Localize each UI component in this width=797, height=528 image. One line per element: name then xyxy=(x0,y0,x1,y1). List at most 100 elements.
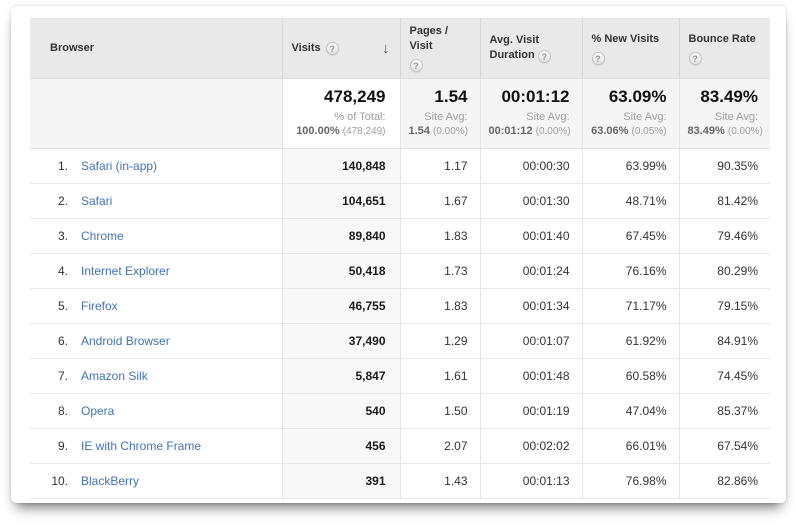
browser-cell: 1. Safari (in-app) xyxy=(30,148,282,184)
column-header-label: Avg. Visit Duration xyxy=(489,34,540,61)
pct-new-visits-cell: 61.92% xyxy=(581,323,679,359)
avg-visit-duration-cell: 00:01:40 xyxy=(479,218,582,254)
site-avg-value: 83.49% xyxy=(700,87,758,106)
site-avg-value: 00:01:12 xyxy=(501,87,570,106)
pages-per-visit-cell: 1.67 xyxy=(399,183,480,219)
table-row: 9. IE with Chrome Frame 456 2.07 00:02:02… xyxy=(30,428,770,464)
site-avg-paren: (0.05%) xyxy=(631,126,667,137)
avg-visit-duration-cell: 00:01:13 xyxy=(479,463,582,499)
pages-per-visit-cell: 1.43 xyxy=(399,463,480,499)
total-visits-value: 478,249 xyxy=(324,87,386,106)
browser-cell: 10. BlackBerry xyxy=(30,463,282,499)
help-icon[interactable]: ? xyxy=(537,50,551,63)
column-header-label: Pages / Visit xyxy=(409,25,449,52)
total-visits-subvalue: 100.00% xyxy=(296,125,340,137)
visits-cell: 540 xyxy=(281,393,400,429)
pages-per-visit-cell: 1.61 xyxy=(399,358,480,394)
browser-link[interactable]: IE with Chrome Frame xyxy=(81,439,202,453)
site-avg-paren: (0.00%) xyxy=(727,126,763,137)
sort-descending-icon[interactable]: ↓ xyxy=(382,39,390,57)
browser-link[interactable]: Chrome xyxy=(81,229,124,243)
avg-visit-duration-cell: 00:01:30 xyxy=(479,183,582,219)
row-index: 2. xyxy=(57,194,68,208)
visits-cell: 89,840 xyxy=(281,218,400,254)
avg-visit-duration-cell: 00:01:34 xyxy=(479,288,582,324)
bounce-rate-cell: 81.42% xyxy=(678,183,770,219)
bounce-rate-cell: 90.35% xyxy=(678,148,770,184)
browser-link[interactable]: Android Browser xyxy=(81,334,170,348)
browser-cell: 4. Internet Explorer xyxy=(30,253,282,289)
pages-per-visit-cell: 1.50 xyxy=(399,393,480,429)
browser-link[interactable]: Safari (in-app) xyxy=(81,159,158,173)
help-icon[interactable]: ? xyxy=(325,41,339,55)
site-avg-value: 1.54 xyxy=(434,87,468,106)
row-index: 1. xyxy=(57,159,68,173)
pct-new-visits-cell: 63.99% xyxy=(581,148,679,184)
bounce-rate-cell: 82.86% xyxy=(678,463,770,499)
bounce-rate-cell: 84.91% xyxy=(678,323,770,359)
help-icon[interactable]: ? xyxy=(409,59,423,72)
pages-per-visit-cell: 1.83 xyxy=(399,288,480,324)
table-row: 5. Firefox 46,755 1.83 00:01:34 71.17% 79… xyxy=(30,288,770,324)
column-header-bounce-rate[interactable]: Bounce Rate ? xyxy=(678,18,770,79)
browser-link[interactable]: BlackBerry xyxy=(81,474,140,488)
browser-cell: 5. Firefox xyxy=(30,288,282,324)
column-header-visits[interactable]: Visits ? ↓ xyxy=(281,18,400,79)
pct-new-visits-cell: 66.01% xyxy=(581,428,679,464)
column-header-browser[interactable]: Browser xyxy=(30,18,282,79)
site-avg-sublabel: Site Avg: xyxy=(714,111,758,123)
table-row: 1. Safari (in-app) 140,848 1.17 00:00:30 … xyxy=(30,148,770,184)
help-icon[interactable]: ? xyxy=(688,51,702,65)
column-header-avg-visit-duration[interactable]: Avg. Visit Duration ? xyxy=(479,18,582,79)
analytics-table-card: Browser Visits ? ↓ Pages / Visit ? xyxy=(11,6,786,503)
bounce-rate-cell: 79.15% xyxy=(678,288,770,324)
pages-per-visit-cell: 1.17 xyxy=(399,148,480,184)
site-avg-subvalue: 83.49% xyxy=(687,125,725,137)
pct-new-visits-cell: 71.17% xyxy=(581,288,679,324)
visits-cell: 391 xyxy=(281,463,400,499)
column-header-pages-per-visit[interactable]: Pages / Visit ? xyxy=(399,18,480,79)
table-row: 8. Opera 540 1.50 00:01:19 47.04% 85.37% xyxy=(30,393,770,429)
avg-visit-duration-cell: 00:01:24 xyxy=(479,253,582,289)
total-visits-sublabel: % of Total: xyxy=(334,111,386,123)
row-index: 8. xyxy=(57,404,68,418)
pct-new-visits-cell: 47.04% xyxy=(581,393,679,429)
table-row: 2. Safari 104,651 1.67 00:01:30 48.71% 81… xyxy=(30,183,770,219)
browser-cell: 3. Chrome xyxy=(30,218,282,254)
row-index: 9. xyxy=(57,439,68,453)
row-index: 6. xyxy=(57,334,68,348)
bounce-rate-cell: 85.37% xyxy=(678,393,770,429)
browser-metrics-table: Browser Visits ? ↓ Pages / Visit ? xyxy=(30,18,770,499)
visits-cell: 46,755 xyxy=(281,288,400,324)
browser-link[interactable]: Amazon Silk xyxy=(81,369,148,383)
pct-new-visits-cell: 60.58% xyxy=(581,358,679,394)
browser-link[interactable]: Safari xyxy=(81,194,113,208)
pct-new-visits-cell: 48.71% xyxy=(581,183,679,219)
column-header-label: Bounce Rate xyxy=(688,32,756,45)
pct-new-visits-cell: 76.16% xyxy=(581,253,679,289)
pages-per-visit-cell: 1.29 xyxy=(399,323,480,359)
help-icon[interactable]: ? xyxy=(591,51,605,65)
browser-link[interactable]: Opera xyxy=(81,404,115,418)
bounce-rate-cell: 67.54% xyxy=(678,428,770,464)
browser-cell: 9. IE with Chrome Frame xyxy=(30,428,282,464)
row-index: 4. xyxy=(57,264,68,278)
visits-cell: 104,651 xyxy=(281,183,400,219)
row-index: 3. xyxy=(57,229,68,243)
browser-link[interactable]: Internet Explorer xyxy=(81,264,170,278)
visits-cell: 50,418 xyxy=(281,253,400,289)
browser-link[interactable]: Firefox xyxy=(81,299,118,313)
row-index: 10. xyxy=(51,474,68,488)
table-wrapper: Browser Visits ? ↓ Pages / Visit ? xyxy=(11,6,786,499)
browser-cell: 2. Safari xyxy=(30,183,282,219)
pct-new-visits-cell: 67.45% xyxy=(581,218,679,254)
totals-new-visits-cell: 63.09% Site Avg: 63.06% (0.05%) xyxy=(581,78,679,149)
visits-cell: 140,848 xyxy=(281,148,400,184)
bounce-rate-cell: 74.45% xyxy=(678,358,770,394)
row-index: 5. xyxy=(57,299,68,313)
totals-bounce-cell: 83.49% Site Avg: 83.49% (0.00%) xyxy=(678,78,770,149)
column-header-label: Visits xyxy=(291,41,321,54)
column-header-pct-new-visits[interactable]: % New Visits ? xyxy=(581,18,679,79)
totals-row: 478,249 % of Total: 100.00% (478,249) 1.… xyxy=(30,78,770,149)
avg-visit-duration-cell: 00:01:19 xyxy=(479,393,582,429)
